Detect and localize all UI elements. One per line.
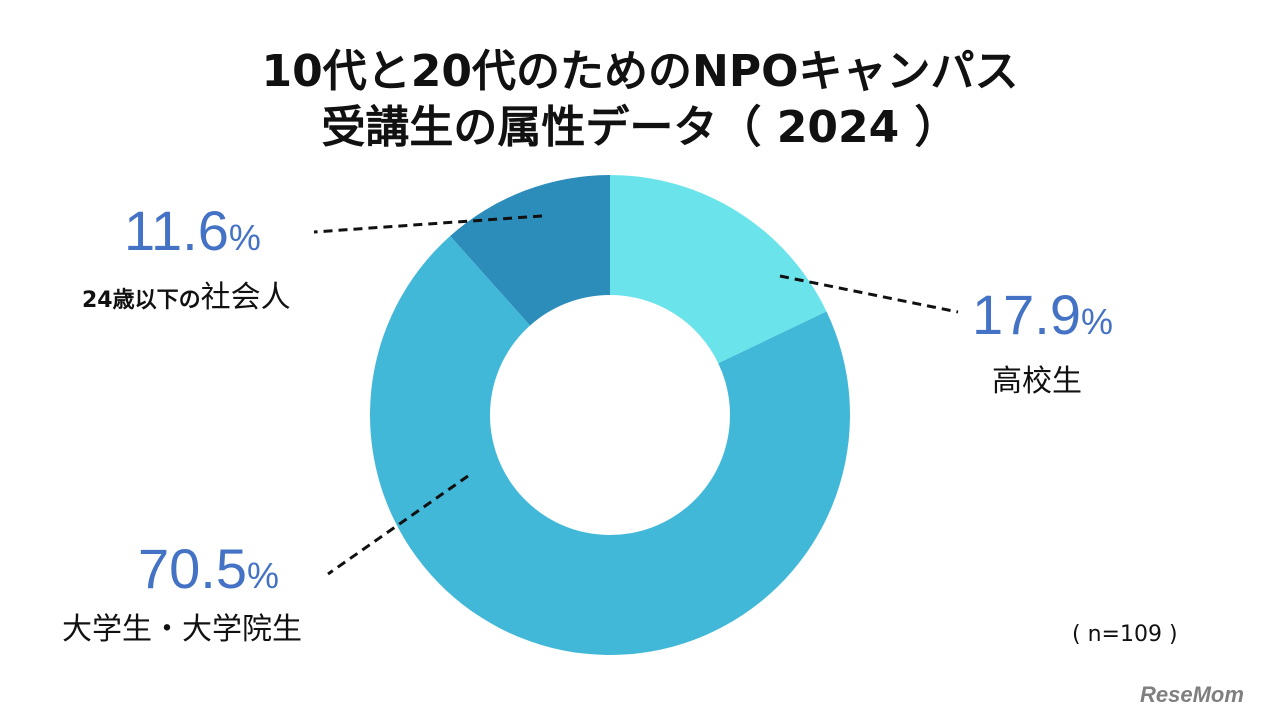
pct-sign-high-school: % [1081,301,1114,342]
pct-sign-working: % [228,217,261,258]
leader-line-high-school [779,274,959,314]
slice-high-school [610,175,827,364]
leader-line-working [313,214,543,234]
slice-university [370,235,850,655]
pct-value-university: 70.5 [138,537,247,600]
pct-sign-university: % [247,555,280,596]
sample-size-note: ( n=109 ) [1072,622,1178,647]
category-label-high-school: 高校生 [992,364,1082,399]
watermark-logo: ReseMom [1140,682,1244,707]
pct-label-high-school: 17.9% [972,282,1113,347]
chart-title-line-2: 受講生の属性データ（ 2024 ） [321,102,959,153]
category-label-university: 大学生・大学院生 [62,612,302,647]
chart-title-line-1: 10代と20代のためのNPOキャンパス [261,46,1019,97]
category-label-working-prefix: 24歳以下の [82,288,201,313]
pct-label-working: 11.6% [124,198,261,263]
slice-working [450,175,610,326]
category-label-working-main: 社会人 [200,280,291,315]
pct-label-university: 70.5% [138,536,279,601]
leader-line-university [327,474,469,576]
pct-value-high-school: 17.9 [972,283,1081,346]
category-label-working: 24歳以下の社会人 [82,272,291,316]
pct-value-working: 11.6 [124,199,229,262]
chart-title: 10代と20代のためのNPOキャンパス 受講生の属性データ（ 2024 ） [0,44,1280,156]
